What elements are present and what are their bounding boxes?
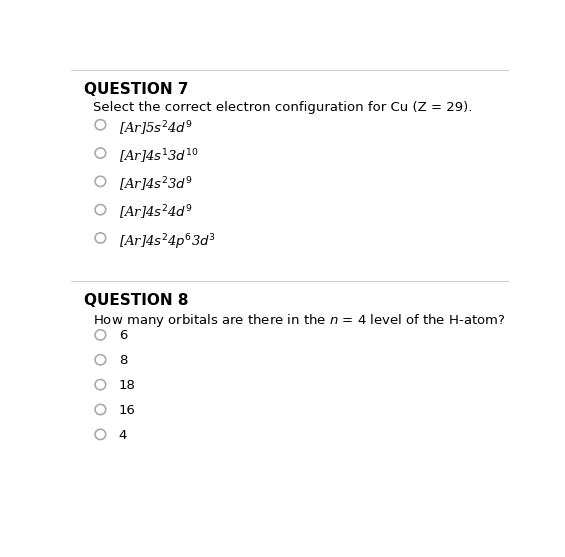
Text: 8: 8: [119, 354, 127, 367]
Text: [Ar]5$s^2$4$d^9$: [Ar]5$s^2$4$d^9$: [119, 119, 192, 138]
Text: [Ar]4$s^1$3$d^{10}$: [Ar]4$s^1$3$d^{10}$: [119, 148, 198, 166]
Text: QUESTION 8: QUESTION 8: [84, 294, 188, 308]
Text: [Ar]4$s^2$3$d^9$: [Ar]4$s^2$3$d^9$: [119, 176, 192, 194]
Text: 18: 18: [119, 379, 136, 392]
Text: [Ar]4$s^2$4$p^6$3$d^3$: [Ar]4$s^2$4$p^6$3$d^3$: [119, 232, 216, 252]
Text: [Ar]4$s^2$4$d^9$: [Ar]4$s^2$4$d^9$: [119, 204, 192, 222]
Text: Select the correct electron configuration for Cu (Z = 29).: Select the correct electron configuratio…: [93, 101, 472, 114]
Text: 6: 6: [119, 329, 127, 343]
Text: QUESTION 7: QUESTION 7: [84, 82, 188, 97]
Text: How many orbitals are there in the $n$ = 4 level of the H-atom?: How many orbitals are there in the $n$ =…: [93, 312, 505, 329]
Text: 4: 4: [119, 429, 127, 442]
Text: 16: 16: [119, 404, 136, 417]
